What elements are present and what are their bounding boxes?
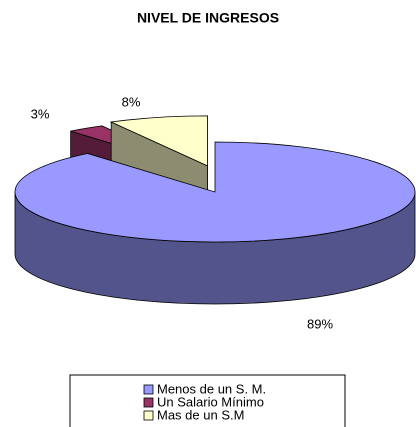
- legend-swatch: [143, 410, 154, 421]
- legend-box: [69, 374, 346, 427]
- legend-label: Un Salario Mínimo: [157, 394, 264, 409]
- legend-label: Menos de un S. M.: [157, 381, 266, 396]
- data-label: 89%: [307, 316, 333, 331]
- legend-swatch: [143, 397, 154, 408]
- data-label: 8%: [122, 94, 141, 109]
- slice: [14, 141, 416, 243]
- chart-title: NIVEL DE INGRESOS: [137, 10, 279, 26]
- slice: [109, 115, 208, 167]
- legend-label: Mas de un S.M: [157, 407, 244, 422]
- legend-swatch: [143, 384, 154, 395]
- data-label: 3%: [31, 106, 50, 121]
